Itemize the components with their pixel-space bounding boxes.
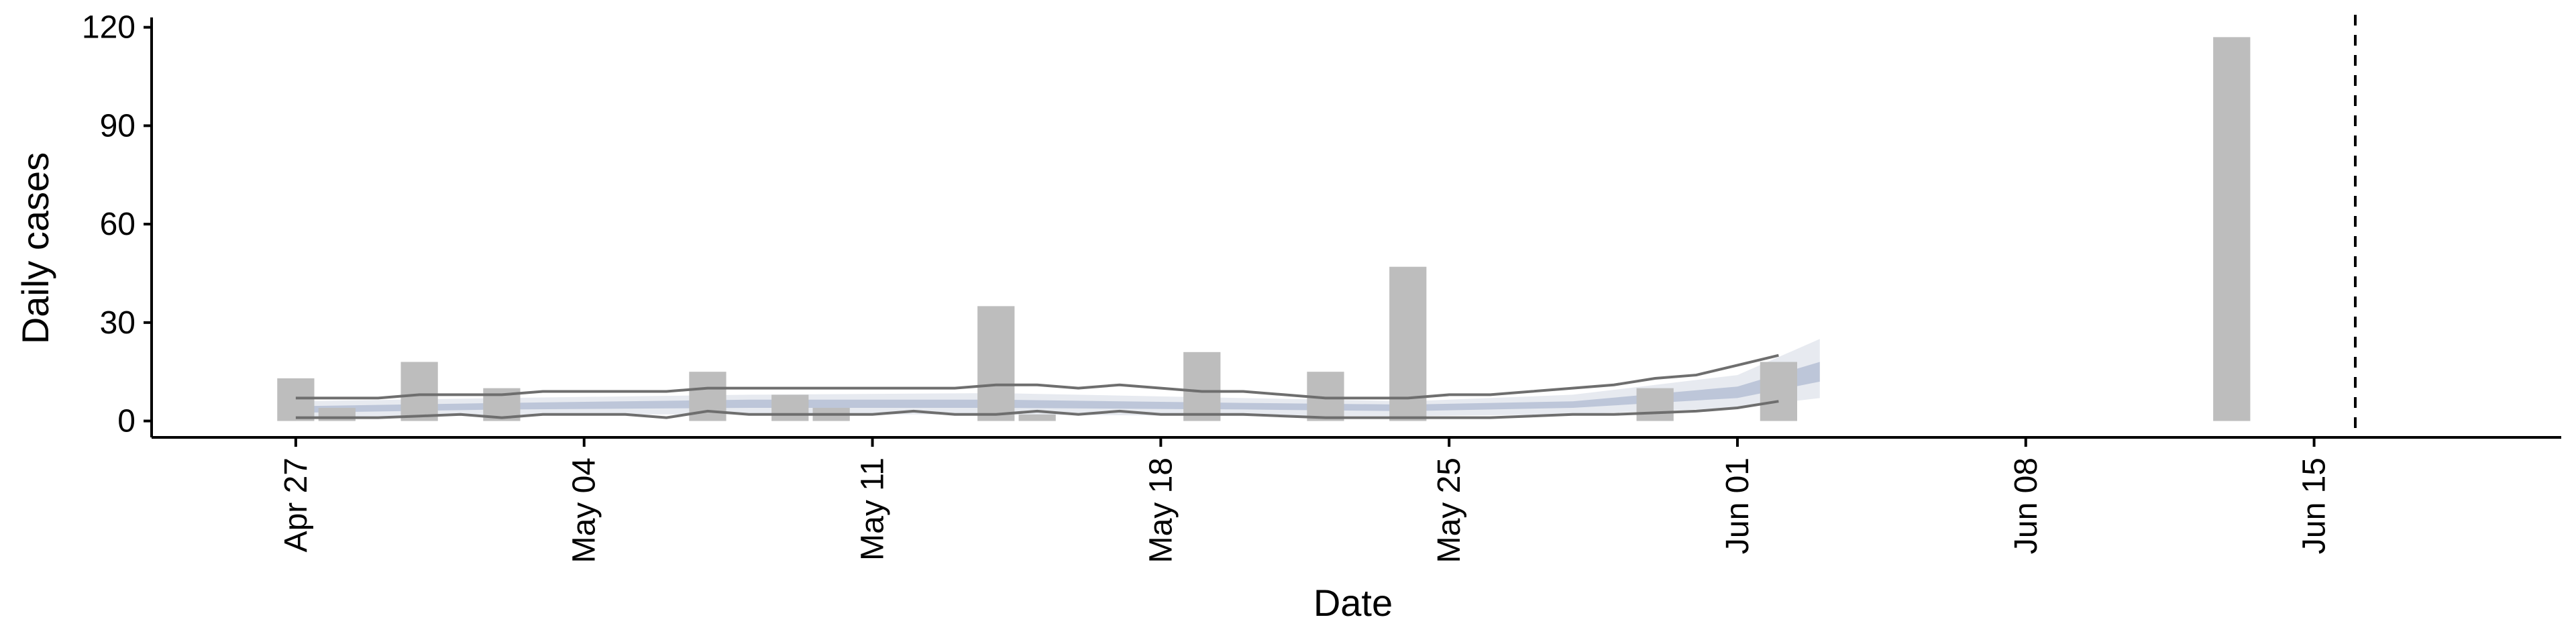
y-axis-title: Daily cases	[14, 152, 56, 344]
bar-2020-06-13	[2213, 37, 2251, 421]
x-tick-label-2020-05-11: May 11	[855, 458, 891, 561]
y-tick-label-120: 120	[82, 10, 136, 46]
x-tick-label-2020-06-01: Jun 01	[1720, 458, 1756, 554]
x-tick-label-2020-06-08: Jun 08	[2008, 458, 2044, 554]
bar-2020-05-14	[977, 306, 1015, 421]
estimate-bands	[295, 339, 1820, 418]
x-tick-label-2020-04-27: Apr 27	[278, 458, 314, 552]
lower-bound-line	[295, 400, 1779, 419]
bar-2020-04-27	[277, 378, 315, 421]
x-tick-label-2020-05-25: May 25	[1432, 458, 1467, 563]
inner-estimate-band	[295, 362, 1820, 413]
bar-2020-05-30	[1636, 388, 1674, 421]
bound-lines	[295, 354, 1779, 419]
bar-2020-06-02	[1760, 362, 1797, 421]
bar-2020-05-19	[1183, 352, 1221, 421]
y-tick-label-30: 30	[100, 305, 136, 341]
bar-2020-04-30	[400, 362, 438, 421]
outer-estimate-band	[295, 339, 1820, 418]
x-tick-label-2020-05-18: May 18	[1143, 458, 1179, 563]
bar-series	[277, 37, 2251, 421]
y-tick-label-0: 0	[117, 404, 136, 439]
x-tick-label-2020-06-15: Jun 15	[2297, 458, 2332, 554]
bar-2020-05-09	[771, 394, 809, 421]
x-tick-label-2020-05-04: May 04	[567, 458, 602, 563]
axes: 0 30 60 90 120 Apr 27 May 04 May 11 May 18 May 25…	[82, 10, 2561, 563]
x-axis-title: Date	[1313, 582, 1393, 624]
upper-bound-line	[295, 354, 1779, 400]
y-tick-label-90: 90	[100, 108, 136, 144]
bar-2020-05-15	[1018, 414, 1056, 421]
bar-2020-05-24	[1389, 266, 1427, 421]
y-tick-label-60: 60	[100, 207, 136, 242]
